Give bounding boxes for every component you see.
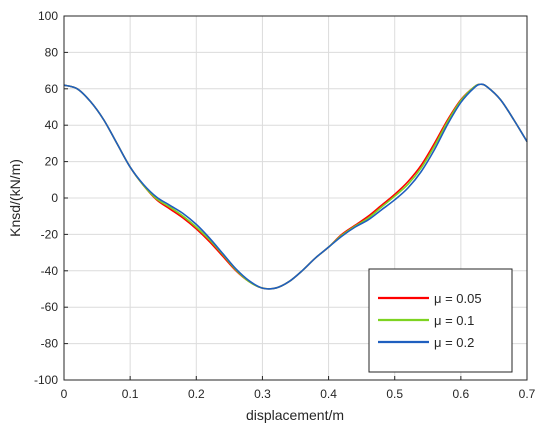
y-tick-label: -40 bbox=[41, 264, 59, 278]
y-tick-label: 100 bbox=[38, 9, 58, 23]
y-tick-labels: 100 80 60 40 20 0 -20 -40 -60 -80 -100 bbox=[34, 9, 58, 387]
series-layer bbox=[63, 83, 528, 290]
y-tick-label: 80 bbox=[45, 45, 59, 59]
y-tick-label: 60 bbox=[45, 82, 59, 96]
x-tick-label: 0 bbox=[61, 387, 68, 401]
x-tick-label: 0.6 bbox=[453, 387, 470, 401]
y-tick-label: 0 bbox=[51, 191, 58, 205]
x-tick-label: 0.3 bbox=[254, 387, 271, 401]
y-tick-label: 40 bbox=[45, 118, 59, 132]
y-axis-label: Knsd/(kN/m) bbox=[7, 159, 23, 237]
y-tick-label: -60 bbox=[41, 300, 59, 314]
y-tick-label: -80 bbox=[41, 337, 59, 351]
y-tick-label: -20 bbox=[41, 227, 59, 241]
x-tick-label: 0.1 bbox=[122, 387, 139, 401]
legend-label-3: μ = 0.2 bbox=[434, 335, 474, 350]
plot-frame bbox=[63, 15, 528, 381]
x-axis-label: displacement/m bbox=[246, 407, 344, 423]
y-tick-label: -100 bbox=[34, 373, 58, 387]
x-tick-label: 0.7 bbox=[519, 387, 536, 401]
legend: μ = 0.05 μ = 0.1 μ = 0.2 bbox=[368, 268, 513, 373]
legend-label-1: μ = 0.05 bbox=[434, 291, 482, 306]
x-tick-label: 0.2 bbox=[188, 387, 205, 401]
legend-label-2: μ = 0.1 bbox=[434, 313, 474, 328]
x-tick-label: 0.5 bbox=[386, 387, 403, 401]
x-tick-label: 0.4 bbox=[320, 387, 337, 401]
y-tick-label: 20 bbox=[45, 155, 59, 169]
series-line-3 bbox=[63, 83, 528, 290]
x-tick-labels: 0 0.1 0.2 0.3 0.4 0.5 0.6 0.7 bbox=[61, 387, 536, 401]
